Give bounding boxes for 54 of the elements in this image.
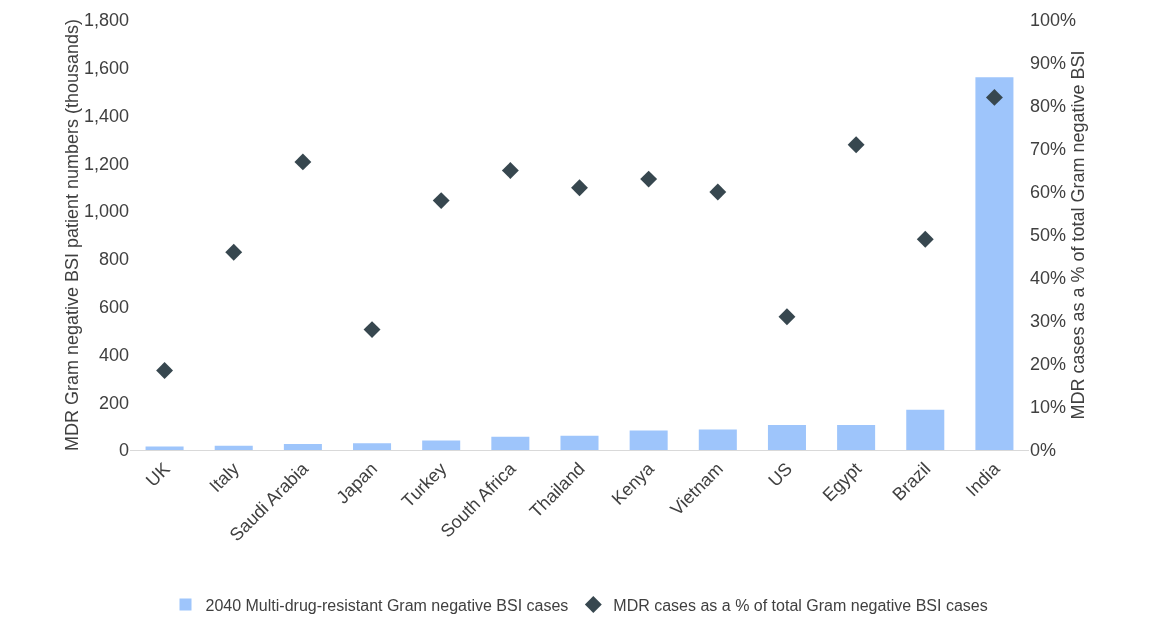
y2-tick-label: 20% bbox=[1030, 354, 1067, 375]
y2-tick-label: 30% bbox=[1030, 311, 1067, 332]
y2-tick-label: 100% bbox=[1030, 10, 1077, 31]
x-tick-label: Italy bbox=[205, 458, 243, 497]
y-tick-label: 0 bbox=[118, 440, 129, 461]
y2-tick-label: 60% bbox=[1030, 182, 1067, 203]
y2-tick-label: 0% bbox=[1030, 440, 1057, 461]
y-axis-title: MDR Gram negative BSI patient numbers (thousands) bbox=[61, 18, 82, 452]
point bbox=[156, 362, 174, 379]
bar bbox=[837, 424, 876, 450]
y2-tick-label: 70% bbox=[1030, 139, 1067, 160]
point bbox=[640, 170, 658, 188]
point bbox=[294, 153, 312, 171]
legend-label: 2040 Multi-drug-resistant Gram negative BSI cases bbox=[205, 596, 569, 614]
bar bbox=[422, 440, 461, 450]
bar bbox=[283, 444, 322, 450]
y-tick-label: 1,000 bbox=[83, 201, 129, 222]
bar bbox=[214, 445, 253, 450]
bar bbox=[145, 446, 184, 450]
point bbox=[847, 136, 865, 154]
bar bbox=[629, 430, 668, 450]
point bbox=[432, 192, 450, 210]
y-tick-label: 200 bbox=[98, 392, 129, 413]
bar bbox=[767, 424, 806, 450]
y2-tick-label: 90% bbox=[1030, 53, 1067, 74]
bar bbox=[491, 436, 530, 450]
y2-tick-label: 50% bbox=[1030, 225, 1067, 246]
point bbox=[778, 308, 796, 326]
y-tick-label: 600 bbox=[98, 296, 129, 317]
bar bbox=[906, 409, 945, 450]
y2-tick-label: 40% bbox=[1030, 268, 1067, 289]
point bbox=[709, 183, 727, 201]
legend-label: MDR cases as a % of total Gram negative BSI cases bbox=[613, 596, 988, 614]
point bbox=[363, 321, 381, 339]
y-tick-label: 1,200 bbox=[83, 153, 129, 174]
y2-tick-label: 10% bbox=[1030, 397, 1067, 418]
y-tick-label: 400 bbox=[98, 344, 129, 365]
bar bbox=[698, 429, 737, 450]
point bbox=[916, 230, 934, 248]
y2-axis-title: MDR cases as a % of total Gram negative BSI bbox=[1068, 50, 1089, 420]
point bbox=[985, 88, 1003, 106]
point bbox=[225, 243, 243, 261]
bar bbox=[353, 443, 392, 450]
x-tick-label: UK bbox=[141, 458, 174, 491]
y-tick-label: 1,800 bbox=[83, 10, 129, 31]
y-tick-label: 800 bbox=[98, 249, 129, 270]
point bbox=[571, 179, 588, 197]
y-tick-label: 1,400 bbox=[83, 105, 129, 126]
x-tick-label: US bbox=[764, 458, 797, 491]
bar bbox=[975, 77, 1014, 450]
y2-tick-label: 80% bbox=[1030, 96, 1067, 117]
bar bbox=[560, 435, 599, 450]
y-tick-label: 1,600 bbox=[83, 58, 129, 79]
point bbox=[501, 162, 519, 179]
